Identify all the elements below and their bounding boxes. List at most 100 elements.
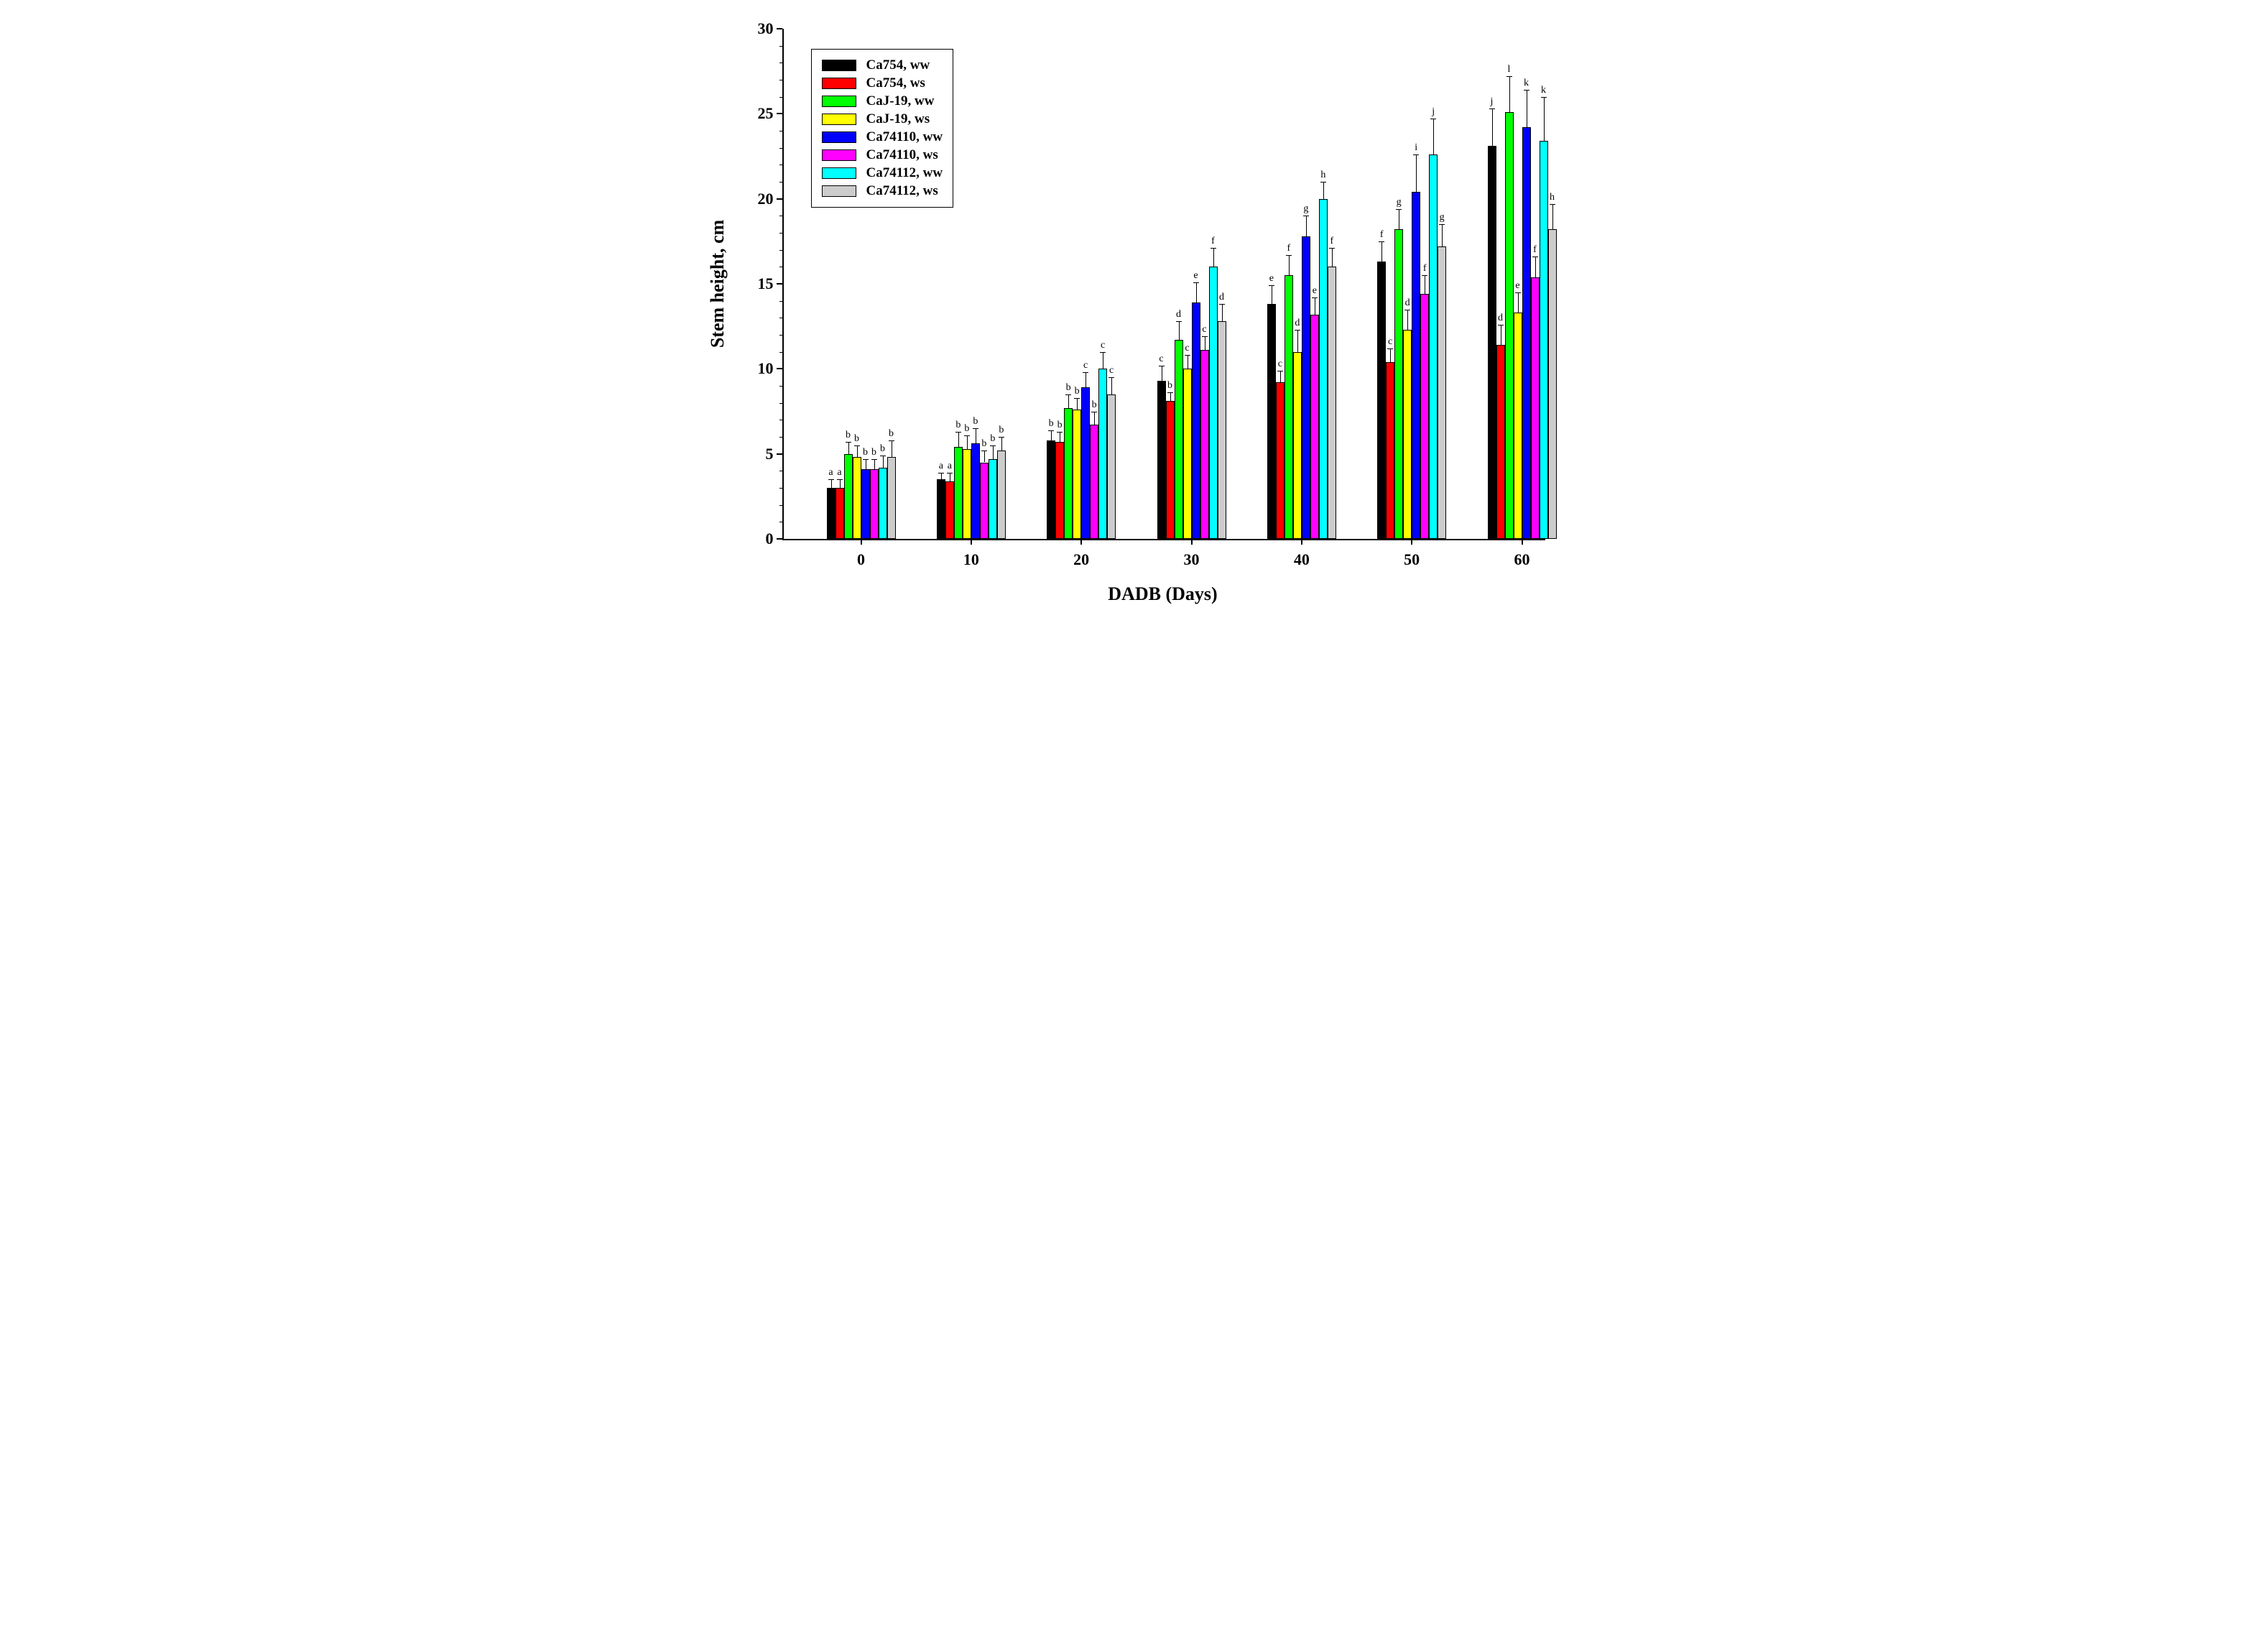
significance-letter: c — [1083, 360, 1088, 371]
error-bar — [1051, 430, 1052, 440]
legend-item: Ca754, ws — [822, 75, 943, 91]
significance-letter: b — [981, 438, 986, 450]
y-tick-label: 20 — [746, 190, 774, 208]
bar — [1310, 315, 1319, 539]
error-bar — [1170, 392, 1171, 401]
bar — [1412, 192, 1420, 539]
bar — [1293, 352, 1302, 539]
y-minor-tick — [779, 46, 782, 47]
error-bar — [1552, 204, 1553, 230]
error-bar — [1407, 310, 1408, 330]
legend-label: Ca754, ws — [866, 75, 925, 91]
legend-swatch — [822, 114, 856, 125]
bar — [1081, 387, 1090, 539]
bar — [1420, 294, 1429, 539]
legend-label: Ca74110, ws — [866, 147, 938, 163]
error-bar-cap — [1413, 154, 1419, 155]
error-bar — [1381, 241, 1382, 262]
x-axis-label: DADB (Days) — [1108, 583, 1217, 605]
legend-swatch — [822, 96, 856, 107]
significance-letter: b — [964, 423, 969, 435]
x-tick-label: 60 — [1514, 550, 1530, 569]
significance-letter: c — [1202, 324, 1206, 336]
error-bar-cap — [1048, 430, 1054, 431]
y-tick — [777, 538, 782, 540]
significance-letter: b — [863, 447, 868, 458]
x-tick — [971, 539, 972, 545]
y-minor-tick — [779, 148, 782, 149]
bar — [844, 454, 853, 539]
bar — [1107, 394, 1116, 539]
bar — [1377, 262, 1386, 539]
bar — [1218, 321, 1226, 539]
error-bar-cap — [1219, 304, 1225, 305]
significance-letter: g — [1303, 203, 1308, 215]
bar — [1548, 229, 1557, 539]
y-minor-tick — [779, 505, 782, 506]
error-bar — [1213, 248, 1214, 267]
error-bar — [993, 445, 994, 459]
error-bar-cap — [1269, 285, 1274, 286]
legend-swatch — [822, 185, 856, 197]
bar — [836, 488, 844, 539]
bar — [1175, 340, 1183, 539]
significance-letter: c — [1101, 340, 1105, 351]
bar — [1488, 146, 1496, 539]
bar — [1055, 442, 1064, 539]
x-tick-label: 0 — [857, 550, 865, 569]
error-bar-cap — [837, 479, 843, 480]
significance-letter: b — [871, 447, 876, 458]
error-bar — [984, 451, 985, 463]
x-tick — [861, 539, 862, 545]
error-bar-cap — [999, 437, 1004, 438]
significance-letter: c — [1159, 354, 1163, 365]
x-tick — [1191, 539, 1193, 545]
x-tick-label: 10 — [963, 550, 979, 569]
error-bar-cap — [1185, 355, 1190, 356]
y-minor-tick — [779, 97, 782, 98]
significance-letter: j — [1432, 106, 1435, 118]
error-bar-cap — [1396, 209, 1402, 210]
error-bar-cap — [1506, 76, 1512, 77]
significance-letter: l — [1508, 64, 1511, 75]
error-bar — [857, 445, 858, 458]
error-bar — [874, 459, 875, 469]
y-minor-tick — [779, 437, 782, 438]
error-bar-cap — [955, 432, 961, 433]
significance-letter: g — [1397, 197, 1402, 208]
legend-box: Ca754, wwCa754, wsCaJ-19, wwCaJ-19, wsCa… — [811, 49, 954, 208]
error-bar-cap — [863, 459, 869, 460]
significance-letter: b — [999, 425, 1004, 436]
legend-item: Ca74112, ws — [822, 183, 943, 199]
y-tick — [777, 453, 782, 455]
error-bar-cap — [1329, 248, 1335, 249]
bar — [887, 457, 896, 539]
significance-letter: k — [1541, 85, 1546, 96]
significance-letter: f — [1287, 243, 1290, 254]
y-tick — [777, 283, 782, 285]
bar — [1505, 112, 1514, 539]
x-tick — [1522, 539, 1523, 545]
error-bar-cap — [964, 435, 970, 436]
error-bar — [848, 442, 849, 454]
y-tick-label: 5 — [746, 445, 774, 463]
error-bar — [967, 435, 968, 449]
legend-swatch — [822, 167, 856, 179]
bar — [945, 481, 954, 539]
significance-letter: i — [1415, 142, 1417, 154]
error-bar-cap — [1524, 90, 1529, 91]
y-tick — [777, 113, 782, 114]
error-bar-cap — [1295, 330, 1300, 331]
legend-swatch — [822, 131, 856, 143]
significance-letter: b — [1066, 382, 1071, 394]
significance-letter: f — [1423, 263, 1427, 274]
bar — [1098, 369, 1107, 539]
bar — [1209, 267, 1218, 539]
error-bar-cap — [1550, 204, 1555, 205]
bar — [1267, 304, 1276, 539]
error-bar — [1179, 321, 1180, 340]
error-bar-cap — [1193, 282, 1199, 283]
significance-letter: d — [1498, 313, 1503, 324]
y-tick — [777, 28, 782, 29]
error-bar — [1280, 371, 1281, 383]
